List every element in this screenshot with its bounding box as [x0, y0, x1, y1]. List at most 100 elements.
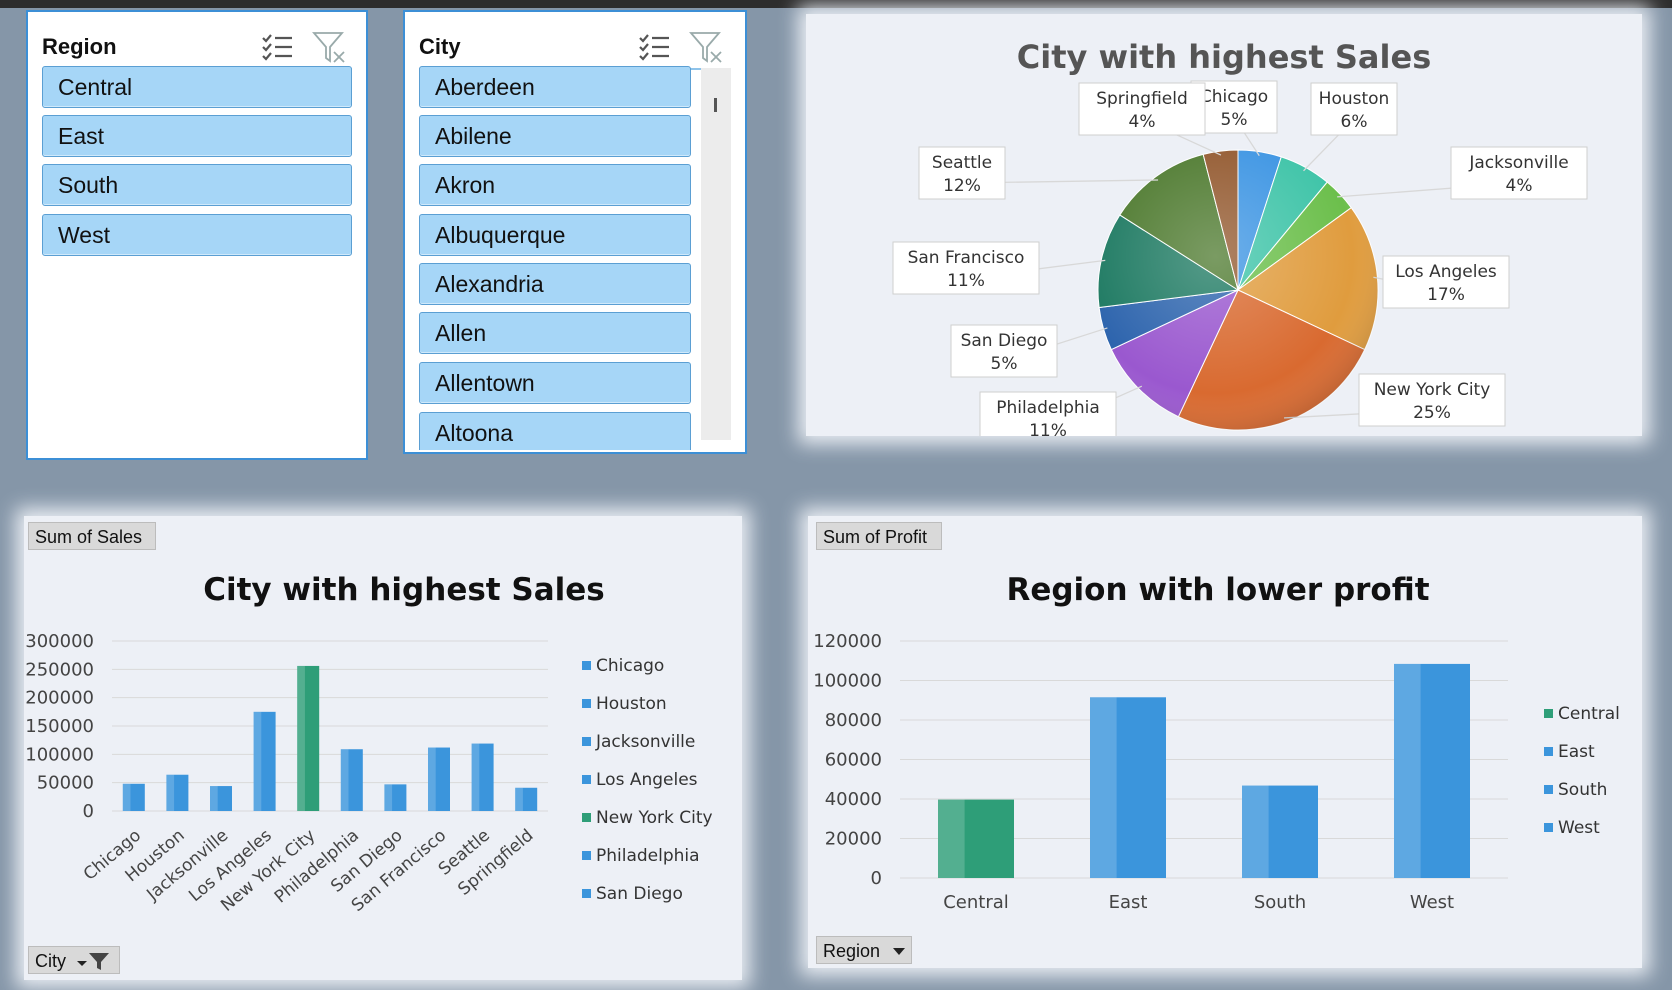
- slicer-item-allentown[interactable]: Allentown: [419, 362, 691, 404]
- clear-filter-icon[interactable]: [689, 30, 723, 64]
- bar-east[interactable]: [1090, 697, 1166, 878]
- sum-of-profit-field-button[interactable]: Sum of Profit: [816, 522, 942, 550]
- clear-filter-icon[interactable]: [312, 30, 346, 64]
- pie-label-name: Houston: [1319, 89, 1390, 109]
- slicer-item-south[interactable]: South: [42, 164, 352, 206]
- city-field-label: City: [35, 951, 66, 971]
- legend-swatch: [582, 813, 591, 822]
- slicer-item-allen[interactable]: Allen: [419, 312, 691, 354]
- legend-item-san-diego: San Diego: [582, 884, 683, 904]
- pie-label-name: Springfield: [1096, 89, 1188, 109]
- bar-highlight: [340, 749, 349, 811]
- pie-label-percent: 4%: [1129, 112, 1156, 132]
- bar-jacksonville[interactable]: [210, 786, 232, 811]
- y-tick-label: 40000: [825, 789, 882, 810]
- pie-label-percent: 11%: [947, 271, 985, 291]
- slicer-item-albuquerque[interactable]: Albuquerque: [419, 214, 691, 256]
- multi-select-icon[interactable]: [260, 30, 294, 64]
- bar-highlight: [1090, 697, 1117, 878]
- pie-data-label-san-diego: San Diego 5%: [950, 324, 1058, 378]
- scrollbar-thumb[interactable]: [714, 98, 717, 112]
- slicer-item-abilene[interactable]: Abilene: [419, 115, 691, 157]
- region-field-button[interactable]: Region: [816, 936, 912, 964]
- pie-label-percent: 25%: [1413, 403, 1451, 423]
- legend-swatch: [1544, 709, 1553, 718]
- bar-highlight: [1394, 663, 1421, 878]
- y-tick-label: 150000: [25, 716, 94, 737]
- slicer-item-central[interactable]: Central: [42, 66, 352, 108]
- dropdown-arrow-icon: [893, 948, 905, 955]
- legend-swatch: [1544, 785, 1553, 794]
- legend-swatch: [582, 889, 591, 898]
- legend-label: Los Angeles: [596, 770, 698, 790]
- bar-san-diego[interactable]: [384, 784, 407, 811]
- bar-houston[interactable]: [166, 774, 189, 811]
- slicer-item-east[interactable]: East: [42, 115, 352, 157]
- legend-item-jacksonville: Jacksonville: [582, 732, 695, 752]
- y-tick-label: 250000: [25, 659, 94, 680]
- bar-springfield[interactable]: [515, 787, 538, 811]
- bar-new-york-city[interactable]: [297, 665, 320, 811]
- pie-label-percent: 4%: [1506, 176, 1533, 196]
- x-tick-label: South: [1254, 892, 1306, 913]
- pie-label-box: [950, 324, 1058, 378]
- y-tick-label: 80000: [825, 710, 882, 731]
- pie-label-box: [1358, 373, 1506, 427]
- profit-bar-chart-panel: Sum of Profit Region with lower profit 1…: [808, 516, 1642, 968]
- slicer-item-altoona[interactable]: Altoona: [419, 412, 691, 450]
- pie-label-box: [979, 391, 1117, 436]
- pie-label-box: [1450, 146, 1588, 200]
- chart-title: Region with lower profit: [1006, 572, 1430, 608]
- pie-label-box: [1078, 82, 1206, 136]
- legend-swatch: [1544, 823, 1553, 832]
- region-field-label: Region: [823, 941, 881, 961]
- slicer-item-alexandria[interactable]: Alexandria: [419, 263, 691, 305]
- bar-philadelphia[interactable]: [340, 749, 363, 811]
- pie-data-label-san-francisco: San Francisco 11%: [892, 241, 1040, 295]
- slicer-item-akron[interactable]: Akron: [419, 164, 691, 206]
- bar-south[interactable]: [1242, 785, 1318, 878]
- bar-san-francisco[interactable]: [428, 747, 450, 811]
- bar-seattle[interactable]: [471, 743, 494, 811]
- bar-highlight: [384, 784, 393, 811]
- sum-of-sales-field-button[interactable]: Sum of Sales: [28, 522, 156, 550]
- bar-highlight: [515, 787, 523, 811]
- slicer-item-aberdeen[interactable]: Aberdeen: [419, 66, 691, 108]
- bar-central[interactable]: [938, 799, 1014, 878]
- bar-highlight: [122, 783, 131, 811]
- y-tick-label: 0: [871, 868, 882, 889]
- slicer-item-west[interactable]: West: [42, 214, 352, 256]
- city-field-button[interactable]: City: [28, 946, 120, 974]
- pie-label-name: New York City: [1374, 380, 1491, 400]
- bar-chicago[interactable]: [122, 783, 145, 811]
- pie-label-percent: 12%: [943, 176, 981, 196]
- scrollbar[interactable]: [701, 68, 731, 440]
- pie-label-name: San Diego: [961, 331, 1048, 351]
- legend-item-central: Central: [1544, 704, 1620, 724]
- chart-title: City with highest Sales: [203, 572, 605, 608]
- legend-item-south: South: [1544, 780, 1607, 800]
- pie-label-percent: 5%: [1221, 110, 1248, 130]
- sales-bar-chart: 300000250000200000150000100000500000Chic…: [25, 631, 548, 916]
- multi-select-icon[interactable]: [637, 30, 671, 64]
- pie-label-name: Jacksonville: [1468, 153, 1568, 173]
- bar-los-angeles[interactable]: [253, 711, 276, 811]
- pie-label-name: Chicago: [1200, 87, 1268, 107]
- top-band: [0, 0, 1672, 8]
- pie-chart-panel: City with highest Sales Chicago 5% Houston…: [806, 14, 1642, 436]
- pie-label-box: [892, 241, 1040, 295]
- bar-highlight: [471, 743, 480, 811]
- legend-swatch: [582, 737, 591, 746]
- x-tick-label: West: [1410, 892, 1454, 913]
- bar-highlight: [253, 711, 262, 811]
- legend-item-east: East: [1544, 742, 1595, 762]
- filter-icon: [77, 953, 109, 970]
- y-tick-label: 300000: [25, 631, 94, 652]
- y-tick-label: 200000: [25, 688, 94, 709]
- pie-label-percent: 6%: [1341, 112, 1368, 132]
- legend-swatch: [582, 661, 591, 670]
- pie-data-label-houston: Houston 6%: [1310, 82, 1398, 136]
- sales-bar-chart-panel: Sum of Sales City with highest Sales 300…: [24, 516, 742, 980]
- bar-west[interactable]: [1394, 663, 1470, 878]
